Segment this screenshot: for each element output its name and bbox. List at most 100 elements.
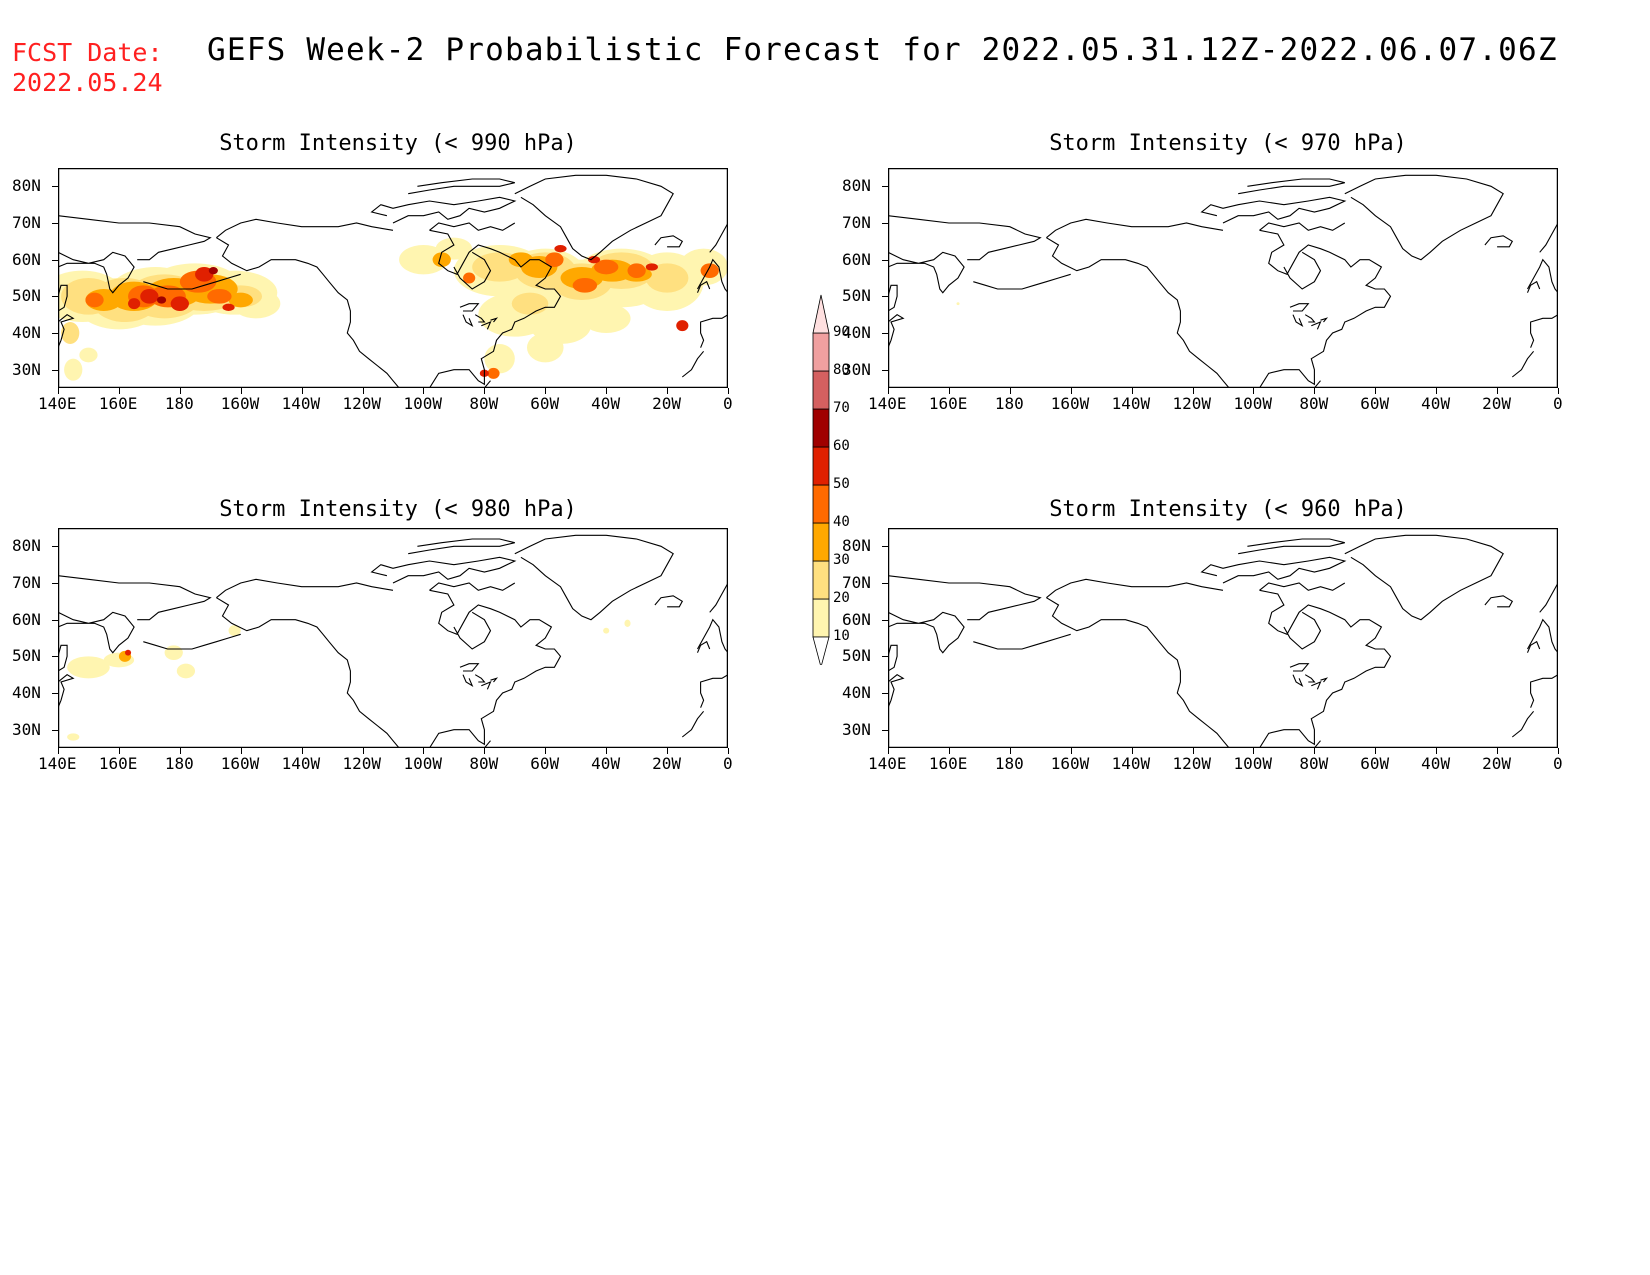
coastline	[696, 280, 711, 293]
lat-tick	[882, 546, 888, 548]
probability-blob	[432, 252, 451, 267]
lon-tick	[423, 388, 425, 394]
coastline	[490, 677, 499, 683]
colorbar-level-label: 20	[833, 590, 850, 606]
lon-tick	[545, 388, 547, 394]
lon-tick-label: 140W	[1111, 754, 1151, 773]
coastline	[143, 633, 241, 650]
coastline	[1259, 589, 1392, 748]
coastline	[1259, 582, 1346, 591]
coastline	[58, 251, 135, 294]
probability-blob	[484, 344, 515, 374]
lon-tick-label: 180	[164, 394, 194, 413]
coastline	[1311, 680, 1322, 690]
coastline	[1046, 578, 1224, 599]
lon-tick	[888, 748, 889, 754]
coastline	[681, 350, 705, 378]
lon-tick	[1009, 748, 1011, 754]
probability-blob	[79, 347, 98, 363]
coastline	[973, 633, 1071, 650]
probability-blob	[164, 645, 183, 660]
lon-tick	[1436, 748, 1438, 754]
lat-tick-label: 70N	[842, 573, 871, 592]
lon-tick-label: 60W	[530, 394, 560, 413]
lon-tick	[58, 388, 59, 394]
coastline	[654, 235, 684, 248]
probability-blob	[176, 663, 196, 679]
probability-blob	[61, 322, 80, 344]
lat-tick-label: 80N	[842, 176, 871, 196]
colorbar-level-label: 80	[833, 362, 850, 378]
lat-tick	[52, 656, 58, 658]
lat-tick	[52, 333, 58, 334]
coastline	[973, 273, 1071, 290]
coastline	[514, 174, 674, 261]
lon-tick-label: 60W	[1360, 754, 1390, 773]
coastline	[58, 314, 75, 348]
coastline	[58, 674, 75, 708]
lat-tick	[52, 729, 58, 731]
lon-tick	[1314, 748, 1316, 754]
lon-tick	[888, 388, 889, 394]
probability-blob	[581, 303, 631, 333]
lon-tick-label: 100W	[1233, 394, 1272, 413]
lat-tick	[52, 223, 58, 224]
lon-tick-label: 160W	[220, 394, 260, 413]
coastline	[1292, 314, 1304, 328]
colorbar-level-label: 70	[833, 400, 850, 416]
lat-tick	[52, 369, 58, 371]
probability-blob	[594, 259, 619, 275]
lon-tick-label: 0	[723, 394, 733, 413]
lon-tick	[179, 748, 181, 754]
coastline	[453, 251, 492, 290]
lon-tick	[1131, 748, 1133, 754]
probability-blob	[399, 245, 448, 275]
coastline	[654, 595, 684, 608]
colorbar-lower-extension	[812, 636, 830, 665]
panel-title-990: Storm Intensity (< 990 hPa)	[219, 131, 577, 156]
lat-tick-label: 30N	[12, 719, 41, 739]
probability-blob	[956, 302, 960, 306]
coastline	[1526, 640, 1541, 653]
coastline	[216, 237, 400, 388]
colorbar-level-label: 10	[833, 628, 850, 644]
lon-tick-label: 40W	[591, 394, 621, 413]
probability-blob	[527, 333, 564, 363]
coastlines	[888, 174, 1558, 388]
coastline	[408, 178, 515, 195]
coastline	[1046, 597, 1230, 748]
lon-tick-label: 40W	[1421, 394, 1451, 413]
lat-tick-label: 60N	[842, 249, 871, 269]
coastline	[58, 284, 68, 312]
lon-tick	[545, 748, 547, 754]
coastline	[1539, 582, 1558, 613]
colorbar-segment	[812, 598, 830, 638]
coastline	[474, 314, 486, 323]
probability-blob	[645, 263, 658, 271]
probability-blob	[603, 627, 610, 634]
lat-tick	[52, 259, 58, 261]
lat-tick	[882, 223, 888, 224]
lon-tick	[1436, 388, 1438, 394]
lon-tick-label: 120W	[1172, 754, 1212, 773]
coastline	[1200, 196, 1347, 224]
lat-tick	[882, 583, 888, 584]
lon-tick	[606, 388, 608, 394]
probability-field	[67, 619, 631, 741]
map-background	[58, 528, 728, 748]
lon-tick-label: 120W	[342, 754, 382, 773]
coastline	[481, 320, 492, 330]
panel-title-960: Storm Intensity (< 960 hPa)	[1049, 497, 1407, 522]
colorbar-level-label: 90	[833, 324, 850, 340]
coastline	[697, 618, 728, 654]
coastline	[700, 314, 728, 348]
lon-tick-label: 60W	[1360, 394, 1390, 413]
coastline	[1259, 229, 1392, 388]
coastline	[700, 674, 728, 708]
probability-blob	[208, 267, 218, 275]
colorbar-level-label: 50	[833, 476, 850, 492]
lat-tick-label: 50N	[842, 646, 871, 666]
coastline	[58, 575, 212, 621]
coastline	[216, 597, 400, 748]
lon-tick	[606, 748, 608, 754]
